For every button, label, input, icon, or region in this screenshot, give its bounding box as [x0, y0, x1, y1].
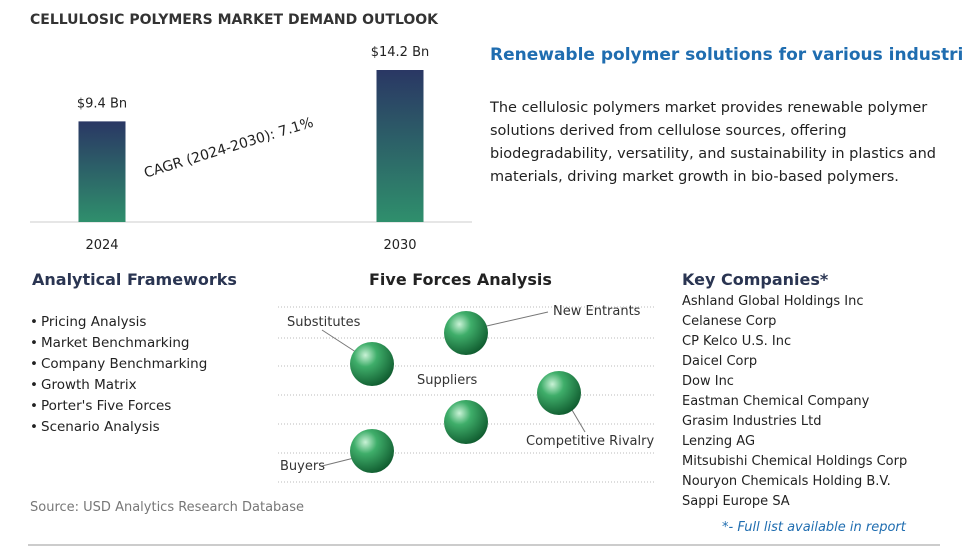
- force-label: Substitutes: [287, 315, 361, 330]
- summary-line: biodegradability, versatility, and susta…: [490, 146, 936, 162]
- spheres: [350, 311, 581, 473]
- bullet: •: [30, 398, 38, 414]
- bullet: •: [30, 335, 38, 351]
- company-item: Grasim Industries Ltd: [682, 414, 822, 429]
- framework-item: Scenario Analysis •: [30, 419, 160, 435]
- summary-line: solutions derived from cellulose sources…: [490, 123, 847, 139]
- framework-item: Market Benchmarking •: [30, 335, 190, 351]
- companies-title: Key Companies*: [682, 270, 829, 289]
- source: Source: USD Analytics Research Database: [30, 500, 305, 515]
- force-label: Competitive Rivalry: [526, 434, 655, 449]
- summary-heading: Renewable polymer solutions for various …: [490, 45, 962, 65]
- summary-line: The cellulosic polymers market provides …: [490, 100, 928, 116]
- chart-title: CELLULOSIC POLYMERS MARKET DEMAND OUTLOO…: [30, 12, 439, 28]
- summary-line: materials, driving market growth in bio-…: [490, 169, 899, 185]
- force-label: Suppliers: [417, 373, 478, 388]
- x-tick-label: 2030: [383, 238, 416, 253]
- bullet: •: [30, 419, 38, 435]
- framework-item: Porter's Five Forces •: [30, 398, 172, 414]
- value-label: $9.4 Bn: [77, 96, 127, 111]
- framework-item: Company Benchmarking •: [30, 356, 208, 372]
- framework-item: Pricing Analysis •: [30, 314, 147, 330]
- company-item: CP Kelco U.S. Inc: [682, 334, 792, 349]
- bullet: •: [30, 356, 38, 372]
- value-label: $14.2 Bn: [371, 45, 430, 60]
- company-item: Ashland Global Holdings Inc: [682, 294, 864, 309]
- force-label: Buyers: [280, 459, 325, 474]
- company-item: Sappi Europe SA: [682, 494, 790, 509]
- company-item: Nouryon Chemicals Holding B.V.: [682, 474, 891, 489]
- company-item: Daicel Corp: [682, 354, 758, 369]
- bullet: •: [30, 377, 38, 393]
- framework-item: Growth Matrix •: [30, 377, 137, 393]
- force-label: New Entrants: [553, 304, 641, 319]
- company-item: Mitsubishi Chemical Holdings Corp: [682, 454, 908, 469]
- company-item: Dow Inc: [682, 374, 734, 389]
- cagr-annotation: CAGR (2024-2030): 7.1%: [142, 115, 315, 182]
- bar: [376, 70, 424, 222]
- company-item: Celanese Corp: [682, 314, 777, 329]
- x-tick-label: 2024: [85, 238, 118, 253]
- company-item: Eastman Chemical Company: [682, 394, 870, 409]
- five-forces-title: Five Forces Analysis: [369, 270, 552, 289]
- frameworks-title: Analytical Frameworks: [32, 270, 237, 289]
- company-item: Lenzing AG: [682, 434, 756, 449]
- bar: [78, 121, 126, 222]
- bullet: •: [30, 314, 38, 330]
- footnote: *- Full list available in report: [722, 520, 906, 535]
